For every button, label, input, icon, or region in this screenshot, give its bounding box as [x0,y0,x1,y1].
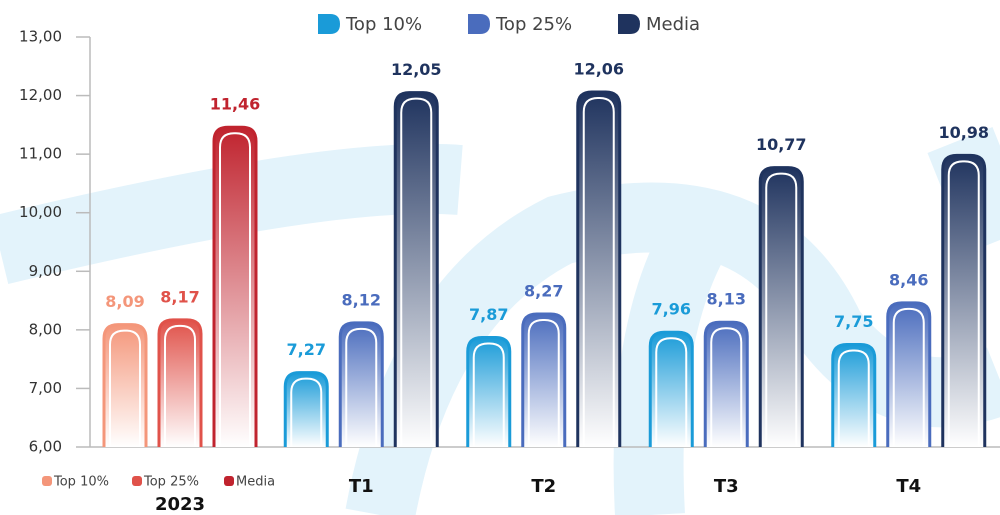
value-label: 8,17 [160,287,199,306]
legend-marker [224,476,234,486]
legend-marker [318,14,340,34]
legend-marker [468,14,490,34]
value-label: 8,13 [707,290,746,309]
legend-label: Top 10% [345,14,422,35]
value-label: 7,27 [287,340,326,359]
value-label: 8,12 [342,290,381,309]
value-label: 12,06 [573,60,624,79]
chart: 6,00 7,00 8,00 9,00 10,00 11,00 12,00 13,00 8,09… [0,0,1000,515]
value-label: 8,09 [105,292,144,311]
x-tick-label: T3 [714,476,739,497]
y-tick-label: 10,00 [19,203,62,221]
value-label: 7,87 [469,305,508,324]
x-tick-label: T1 [349,476,374,497]
value-label: 8,46 [889,270,928,289]
legend-marker [42,476,52,486]
x-tick-label: T4 [896,476,921,497]
value-label: 8,27 [524,282,563,301]
y-tick-label: 7,00 [29,379,62,397]
value-label: 12,05 [391,60,442,79]
x-tick-label: T2 [531,476,556,497]
legend-marker [618,14,640,34]
legend-label: Top 25% [495,14,572,35]
value-label: 10,98 [938,123,989,142]
value-label: 7,75 [834,312,873,331]
y-tick-label: 11,00 [19,145,62,163]
legend-label: Top 25% [143,475,199,490]
y-tick-label: 13,00 [19,28,62,46]
y-tick-label: 8,00 [29,320,62,338]
legend-label: Media [236,475,275,490]
value-label: 11,46 [210,95,261,114]
y-tick-label: 9,00 [29,262,62,280]
value-label: 10,77 [756,135,807,154]
legend-marker [132,476,142,486]
y-tick-label: 12,00 [19,86,62,104]
legend-label: Media [646,14,700,35]
legend-label: Top 10% [53,475,109,490]
value-label: 7,96 [652,300,691,319]
x-tick-label: 2023 [155,494,205,515]
y-tick-label: 6,00 [29,438,62,456]
